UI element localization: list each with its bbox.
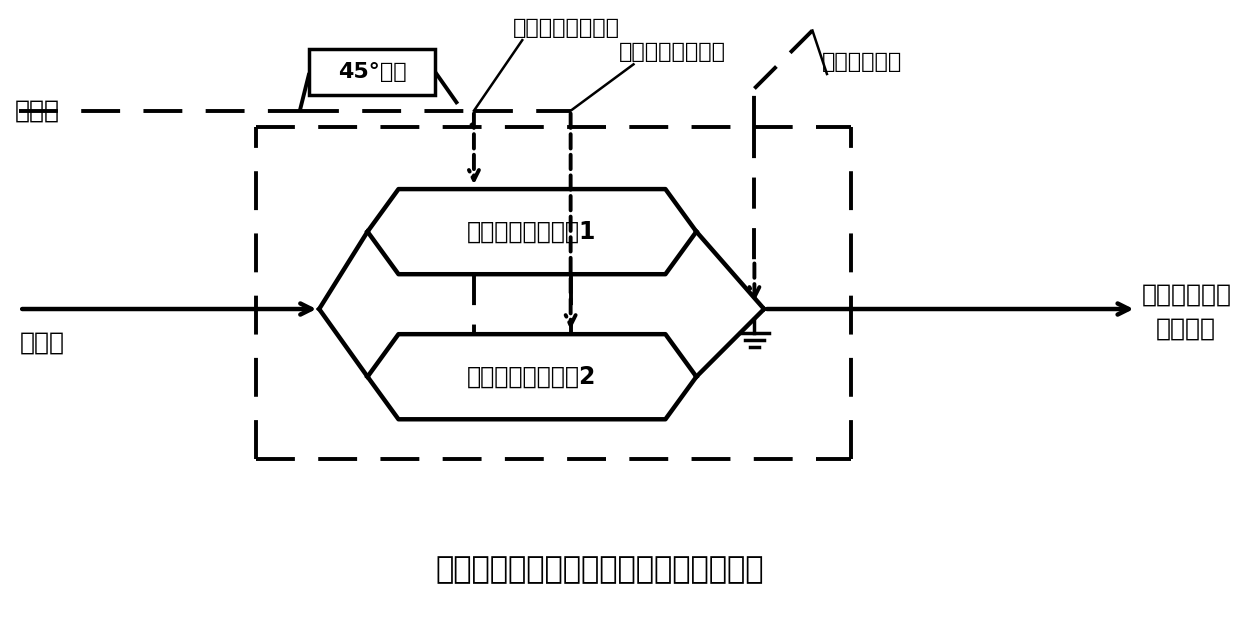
Text: 信号输出: 信号输出 (1156, 316, 1215, 340)
Text: 偏压于正交点: 偏压于正交点 (822, 52, 903, 72)
Text: 双平行马赫曾德尔调制器（正交调制器）: 双平行马赫曾德尔调制器（正交调制器） (435, 556, 764, 585)
Text: 45°移相: 45°移相 (339, 62, 407, 82)
FancyBboxPatch shape (310, 49, 435, 95)
Text: 偏压于最大传输点: 偏压于最大传输点 (619, 42, 725, 63)
Text: 光载波: 光载波 (20, 331, 64, 355)
Text: 电信号: 电信号 (15, 99, 60, 123)
Text: 马赫曾德尔调制器1: 马赫曾德尔调制器1 (467, 220, 596, 244)
Text: 偏压于最大传输点: 偏压于最大传输点 (512, 18, 620, 38)
Text: 光二阶单边带: 光二阶单边带 (1141, 282, 1231, 306)
Text: 马赫曾德尔调制器2: 马赫曾德尔调制器2 (467, 365, 596, 389)
